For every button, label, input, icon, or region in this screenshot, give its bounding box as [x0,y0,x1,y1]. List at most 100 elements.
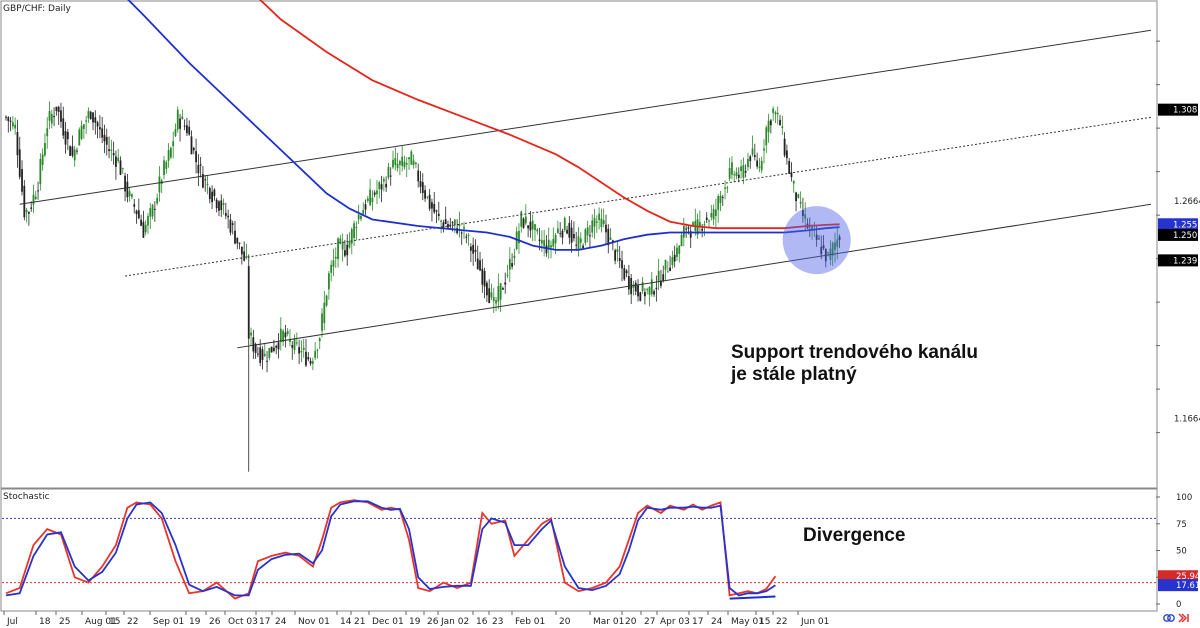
chart-settings-icon[interactable] [1163,614,1175,622]
candle-body [222,203,225,205]
candle-body [733,174,736,176]
candle-body [607,228,610,246]
candle-body [158,176,161,193]
candle-body [348,241,351,248]
candle-body [149,208,152,217]
candle-body [80,125,83,139]
candle-body [108,149,110,152]
price-axis-label: 1.1664 [1174,415,1200,425]
candle-body [731,162,733,175]
candle-body [822,245,825,249]
candle-body [103,135,106,142]
candle-body [701,228,704,231]
time-axis-label: 17 [692,617,703,627]
candle-body [18,149,21,177]
candle-body [183,125,186,127]
candle-body [710,213,713,218]
candle-body [360,215,362,219]
candle-body [293,338,296,350]
candle-body [227,215,230,218]
candle-body [479,260,481,271]
stochastic-value-box [1158,579,1198,592]
candle-body [763,148,765,151]
candle-body [357,214,360,220]
candle-body [431,202,433,209]
candle-body [708,220,710,222]
stochastic-axis-label: 100 [1176,493,1192,503]
candle-body [137,210,140,219]
candle-body [785,150,788,159]
candle-body [323,302,326,324]
candle-body [486,282,488,296]
candle-body [41,154,44,165]
candle-body [744,171,747,173]
candle-body [192,147,195,151]
candle-body [552,239,555,247]
time-axis-label: 26 [209,617,221,627]
candle-body [282,330,284,342]
candle-body [609,237,612,240]
candle-body [676,247,678,258]
candle-body [412,160,415,165]
candle-body [605,224,607,233]
candle-body [440,220,442,222]
candle-body [737,174,740,178]
candle-body [176,109,179,130]
candle-body [257,353,259,355]
candle-body [21,169,23,192]
candle-body [488,288,491,303]
candle-body [680,234,683,247]
candle-body [213,189,216,197]
candle-body [497,285,500,302]
candle-body [362,210,365,214]
jump-to-end-icon[interactable] [1178,613,1189,623]
candle-body [417,170,420,182]
candle-body [662,274,665,282]
candle-body [563,217,566,231]
candle-body [570,227,573,243]
candle-body [314,350,317,358]
candle-body [831,242,834,256]
candle-body [341,242,344,250]
candle-body [669,267,671,272]
candle-body [218,201,220,211]
candle-body [818,238,820,240]
candle-body [82,124,85,129]
candle-body [23,185,26,218]
candle-body [589,235,591,237]
candle-body [32,194,35,205]
candle-body [772,108,775,113]
candle-body [5,116,7,118]
candle-body [781,126,784,128]
candle-body [151,204,154,217]
candle-body [584,229,587,243]
stochastic-k-line [5,499,777,600]
candle-body [371,197,374,203]
support-annotation-line1: Support trendového kanálu [731,342,978,363]
stochastic-axis-label: 75 [1176,520,1187,530]
candle-body [657,270,660,281]
candle-body [279,328,282,342]
candle-body [327,273,330,290]
candle-body [89,111,92,120]
candle-body [311,361,314,364]
candle-body [463,226,465,229]
candle-body [467,234,470,236]
candle-body [147,216,149,226]
candle-body [719,195,722,204]
candle-body [53,116,55,118]
candle-body [37,190,39,192]
candle-body [838,236,841,240]
candle-body [756,160,759,167]
candle-body [268,348,271,359]
candle-body [465,236,468,238]
candle-body [747,159,749,168]
stochastic-axis-label: 50 [1176,547,1187,557]
candle-body [749,156,752,162]
candle-body [453,219,456,226]
time-axis-label: Jul [6,617,18,627]
candle-body [641,281,644,292]
candle-body [595,221,598,223]
candle-body [559,233,562,235]
candle-body [220,200,223,211]
